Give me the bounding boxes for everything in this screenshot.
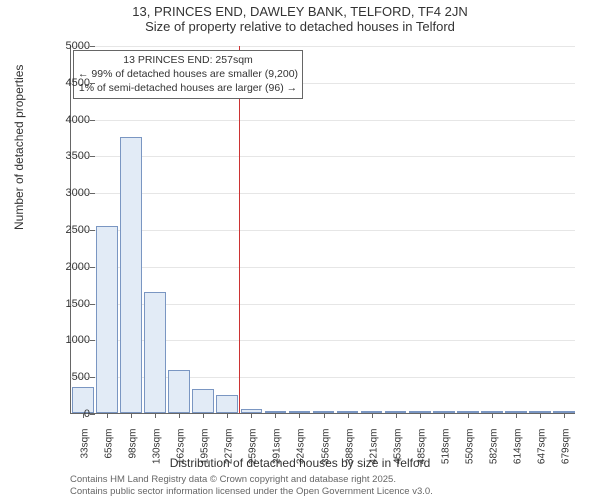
x-tick-mark bbox=[179, 413, 180, 418]
credits-line-2: Contains public sector information licen… bbox=[70, 486, 590, 498]
annotation-line-1: 13 PRINCES END: 257sqm bbox=[78, 53, 298, 67]
y-tick-label: 2500 bbox=[40, 224, 90, 236]
y-tick-label: 1500 bbox=[40, 298, 90, 310]
gridline bbox=[71, 156, 575, 157]
y-tick-label: 0 bbox=[40, 408, 90, 420]
y-tick-label: 500 bbox=[40, 371, 90, 383]
x-tick-mark bbox=[396, 413, 397, 418]
bar bbox=[120, 137, 142, 413]
x-tick-mark bbox=[372, 413, 373, 418]
annotation-line-2: ← 99% of detached houses are smaller (9,… bbox=[78, 67, 298, 81]
bar bbox=[144, 292, 166, 413]
y-tick-label: 2000 bbox=[40, 261, 90, 273]
x-tick-mark bbox=[155, 413, 156, 418]
x-tick-mark bbox=[324, 413, 325, 418]
y-tick-label: 3500 bbox=[40, 150, 90, 162]
x-tick-mark bbox=[348, 413, 349, 418]
x-tick-mark bbox=[107, 413, 108, 418]
y-tick-label: 5000 bbox=[40, 40, 90, 52]
bar bbox=[168, 370, 190, 413]
y-tick-label: 1000 bbox=[40, 334, 90, 346]
y-tick-label: 4000 bbox=[40, 114, 90, 126]
annotation-line-3: 1% of semi-detached houses are larger (9… bbox=[78, 81, 298, 95]
marker-line bbox=[239, 46, 240, 413]
gridline bbox=[71, 120, 575, 121]
credits: Contains HM Land Registry data © Crown c… bbox=[70, 474, 590, 498]
x-tick-mark bbox=[516, 413, 517, 418]
x-tick-mark bbox=[251, 413, 252, 418]
y-tick-label: 4500 bbox=[40, 77, 90, 89]
x-axis-label: Distribution of detached houses by size … bbox=[0, 456, 600, 470]
x-tick-mark bbox=[227, 413, 228, 418]
x-tick-mark bbox=[492, 413, 493, 418]
plot-area: 33sqm65sqm98sqm130sqm162sqm195sqm227sqm2… bbox=[70, 46, 575, 414]
bar bbox=[96, 226, 118, 413]
x-tick-mark bbox=[564, 413, 565, 418]
x-tick-mark bbox=[540, 413, 541, 418]
bar bbox=[216, 395, 238, 413]
x-tick-mark bbox=[468, 413, 469, 418]
gridline bbox=[71, 230, 575, 231]
x-tick-mark bbox=[275, 413, 276, 418]
y-tick-label: 3000 bbox=[40, 187, 90, 199]
y-axis-label: Number of detached properties bbox=[12, 65, 26, 230]
gridline bbox=[71, 267, 575, 268]
x-tick-mark bbox=[420, 413, 421, 418]
page-subtitle: Size of property relative to detached ho… bbox=[0, 19, 600, 34]
x-tick-mark bbox=[444, 413, 445, 418]
chart-container: 13, PRINCES END, DAWLEY BANK, TELFORD, T… bbox=[0, 0, 600, 500]
x-tick-mark bbox=[131, 413, 132, 418]
x-tick-mark bbox=[203, 413, 204, 418]
gridline bbox=[71, 46, 575, 47]
page-title: 13, PRINCES END, DAWLEY BANK, TELFORD, T… bbox=[0, 0, 600, 19]
x-tick-mark bbox=[299, 413, 300, 418]
bar bbox=[192, 389, 214, 413]
gridline bbox=[71, 193, 575, 194]
annotation-box: 13 PRINCES END: 257sqm ← 99% of detached… bbox=[73, 50, 303, 99]
credits-line-1: Contains HM Land Registry data © Crown c… bbox=[70, 474, 590, 486]
